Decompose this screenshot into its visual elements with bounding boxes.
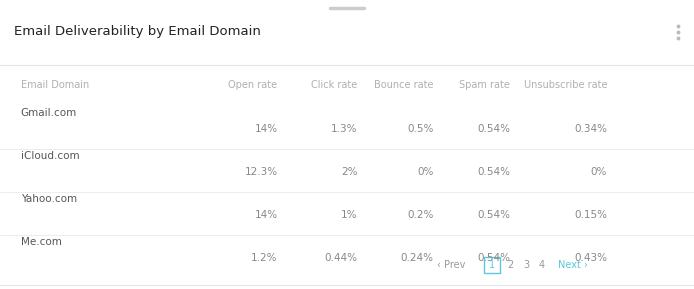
Text: 0%: 0% — [591, 167, 607, 177]
Text: 0.2%: 0.2% — [407, 210, 434, 220]
Text: 0.44%: 0.44% — [324, 253, 357, 263]
Text: Next ›: Next › — [558, 260, 588, 270]
Text: 12.3%: 12.3% — [244, 167, 278, 177]
Text: Open rate: Open rate — [228, 80, 278, 90]
Text: 0.54%: 0.54% — [477, 167, 510, 177]
Text: Click rate: Click rate — [311, 80, 357, 90]
Text: 2%: 2% — [341, 167, 357, 177]
Text: ‹ Prev: ‹ Prev — [437, 260, 466, 270]
Text: 0.54%: 0.54% — [477, 210, 510, 220]
Text: 0.43%: 0.43% — [574, 253, 607, 263]
Text: 14%: 14% — [255, 210, 278, 220]
Text: Bounce rate: Bounce rate — [374, 80, 434, 90]
Text: 3: 3 — [523, 260, 529, 270]
Text: Me.com: Me.com — [21, 237, 62, 247]
Text: Yahoo.com: Yahoo.com — [21, 194, 77, 204]
Text: 0.34%: 0.34% — [574, 124, 607, 134]
Text: 1.2%: 1.2% — [251, 253, 278, 263]
Text: 14%: 14% — [255, 124, 278, 134]
Text: 0%: 0% — [417, 167, 434, 177]
Text: 0.15%: 0.15% — [574, 210, 607, 220]
Text: 0.5%: 0.5% — [407, 124, 434, 134]
Text: 0.54%: 0.54% — [477, 253, 510, 263]
Text: 0.24%: 0.24% — [400, 253, 434, 263]
Text: 1: 1 — [489, 260, 495, 270]
Text: 4: 4 — [539, 260, 545, 270]
Text: iCloud.com: iCloud.com — [21, 151, 79, 161]
Text: Gmail.com: Gmail.com — [21, 108, 77, 118]
Text: Unsubscribe rate: Unsubscribe rate — [524, 80, 607, 90]
Text: 2: 2 — [507, 260, 513, 270]
Text: 1.3%: 1.3% — [331, 124, 357, 134]
Text: Email Domain: Email Domain — [21, 80, 89, 90]
Text: Email Deliverability by Email Domain: Email Deliverability by Email Domain — [14, 25, 261, 38]
Text: Spam rate: Spam rate — [459, 80, 510, 90]
FancyBboxPatch shape — [484, 257, 500, 273]
Text: 1%: 1% — [341, 210, 357, 220]
Text: 0.54%: 0.54% — [477, 124, 510, 134]
